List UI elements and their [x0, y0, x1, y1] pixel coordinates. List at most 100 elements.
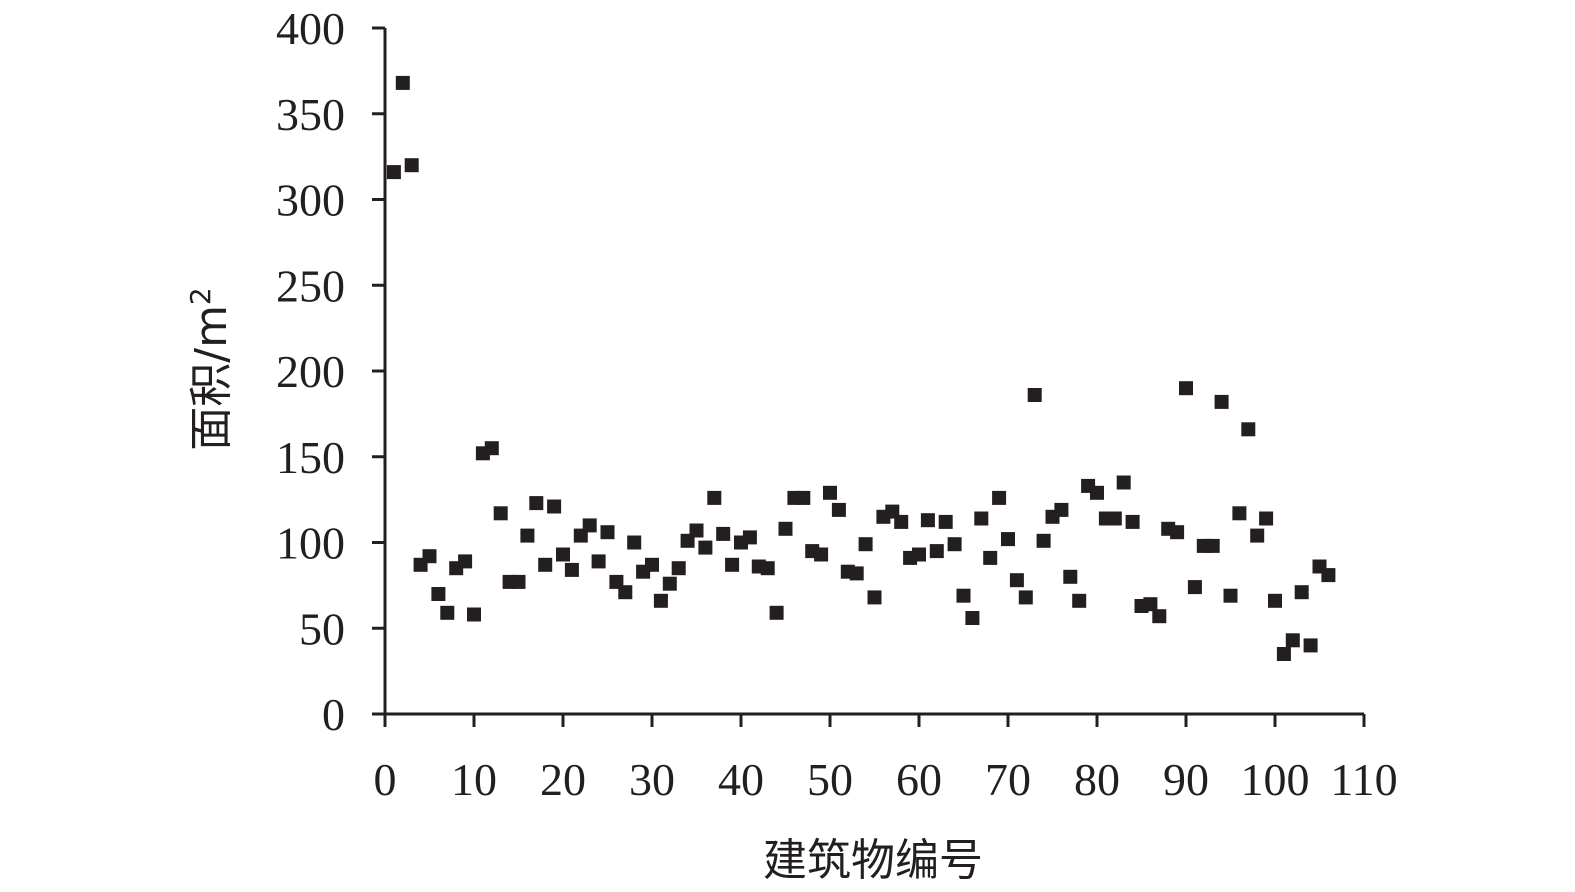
- data-point: [929, 544, 944, 559]
- data-point: [484, 441, 499, 456]
- data-point: [1054, 502, 1069, 517]
- y-tick-label: 150: [276, 432, 345, 483]
- data-point: [1241, 422, 1256, 437]
- data-point: [1179, 381, 1193, 396]
- y-tick-label: 300: [276, 175, 345, 226]
- data-point: [404, 158, 419, 173]
- data-point: [716, 526, 731, 541]
- data-point: [1321, 568, 1336, 583]
- data-point: [600, 525, 615, 540]
- data-point: [627, 535, 642, 550]
- y-tick-label: 350: [276, 89, 345, 140]
- data-point: [386, 165, 401, 180]
- data-point: [1152, 609, 1167, 624]
- data-point: [556, 547, 570, 562]
- data-point: [440, 605, 455, 620]
- data-point: [849, 566, 864, 581]
- data-point: [1259, 511, 1274, 526]
- data-point: [591, 554, 606, 569]
- data-point: [1268, 593, 1282, 608]
- data-points: [386, 75, 1336, 661]
- data-point: [1063, 569, 1078, 584]
- data-point: [831, 502, 846, 517]
- data-point: [618, 585, 633, 600]
- data-point: [1027, 388, 1042, 402]
- data-point: [467, 607, 481, 622]
- data-point: [814, 547, 829, 562]
- data-point: [1276, 647, 1291, 661]
- y-axis-title-main: 面积/m: [186, 305, 237, 451]
- data-point: [511, 574, 526, 589]
- data-point: [1223, 588, 1238, 603]
- data-point: [1170, 525, 1185, 540]
- data-point: [983, 550, 998, 565]
- data-point: [458, 554, 473, 569]
- data-point: [547, 499, 562, 514]
- data-point: [1018, 590, 1033, 605]
- data-point: [742, 530, 757, 545]
- data-point: [1107, 511, 1122, 526]
- x-tick-label: 70: [985, 754, 1031, 805]
- y-axis-title: 面积/m2: [184, 287, 238, 451]
- x-tick-label: 0: [374, 754, 397, 805]
- data-point: [395, 75, 410, 90]
- y-tick-label: 100: [276, 518, 345, 569]
- data-point: [689, 523, 704, 538]
- x-tick-label: 40: [718, 754, 764, 805]
- data-point: [431, 587, 446, 601]
- data-point: [564, 562, 579, 577]
- data-point: [796, 490, 811, 505]
- x-tick-label: 110: [1330, 754, 1397, 805]
- y-tick-label: 400: [276, 3, 345, 54]
- x-tick-label: 10: [451, 754, 497, 805]
- x-tick-label: 20: [540, 754, 586, 805]
- y-tick-label: 50: [299, 603, 345, 654]
- x-tick-label: 90: [1163, 754, 1209, 805]
- x-tick-label: 80: [1074, 754, 1120, 805]
- data-point: [1143, 597, 1158, 612]
- data-point: [529, 496, 544, 511]
- data-point: [894, 514, 909, 529]
- x-tick-label: 50: [807, 754, 853, 805]
- data-point: [1205, 538, 1220, 553]
- data-point: [760, 561, 775, 576]
- data-point: [1250, 528, 1265, 543]
- data-point: [1232, 506, 1247, 521]
- data-point: [582, 518, 597, 533]
- data-point: [698, 540, 713, 555]
- data-point: [520, 528, 535, 543]
- data-point: [769, 605, 784, 620]
- x-axis-title: 建筑物编号: [763, 835, 983, 886]
- data-point: [947, 537, 962, 552]
- data-point: [645, 557, 659, 572]
- data-point: [1116, 475, 1131, 490]
- data-point: [1285, 633, 1300, 648]
- data-point: [725, 557, 740, 572]
- data-point: [1009, 573, 1024, 588]
- data-point: [974, 511, 989, 526]
- data-point: [671, 561, 686, 576]
- data-point: [938, 514, 953, 529]
- data-point: [965, 611, 980, 625]
- data-point: [1303, 638, 1318, 653]
- data-point: [912, 547, 926, 562]
- x-tick-label: 30: [629, 754, 675, 805]
- data-point: [653, 593, 668, 608]
- data-point: [1090, 485, 1104, 500]
- y-tick-label: 0: [322, 689, 345, 740]
- data-point: [538, 557, 553, 572]
- data-point: [956, 588, 971, 603]
- data-point: [823, 485, 837, 500]
- data-point: [1125, 514, 1140, 529]
- data-point: [778, 521, 793, 536]
- data-point: [1214, 394, 1229, 409]
- data-point: [920, 513, 935, 528]
- data-point: [707, 490, 722, 505]
- axes: [383, 28, 1364, 716]
- y-tick-label: 200: [276, 346, 345, 397]
- y-tick-label: 250: [276, 260, 345, 311]
- data-point: [662, 576, 677, 591]
- data-point: [992, 490, 1007, 505]
